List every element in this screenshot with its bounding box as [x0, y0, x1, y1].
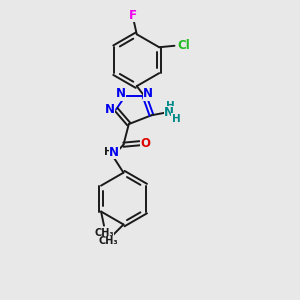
Text: N: N [116, 87, 126, 100]
Text: O: O [141, 137, 151, 150]
Text: N: N [143, 87, 153, 100]
Text: N: N [110, 146, 119, 159]
Text: N: N [105, 103, 115, 116]
Text: CH₃: CH₃ [94, 228, 114, 238]
Text: Cl: Cl [178, 39, 190, 52]
Text: N: N [164, 106, 174, 119]
Text: H: H [172, 114, 180, 124]
Text: F: F [129, 9, 137, 22]
Text: H: H [103, 147, 112, 157]
Text: H: H [166, 101, 174, 111]
Text: CH₃: CH₃ [98, 236, 118, 246]
